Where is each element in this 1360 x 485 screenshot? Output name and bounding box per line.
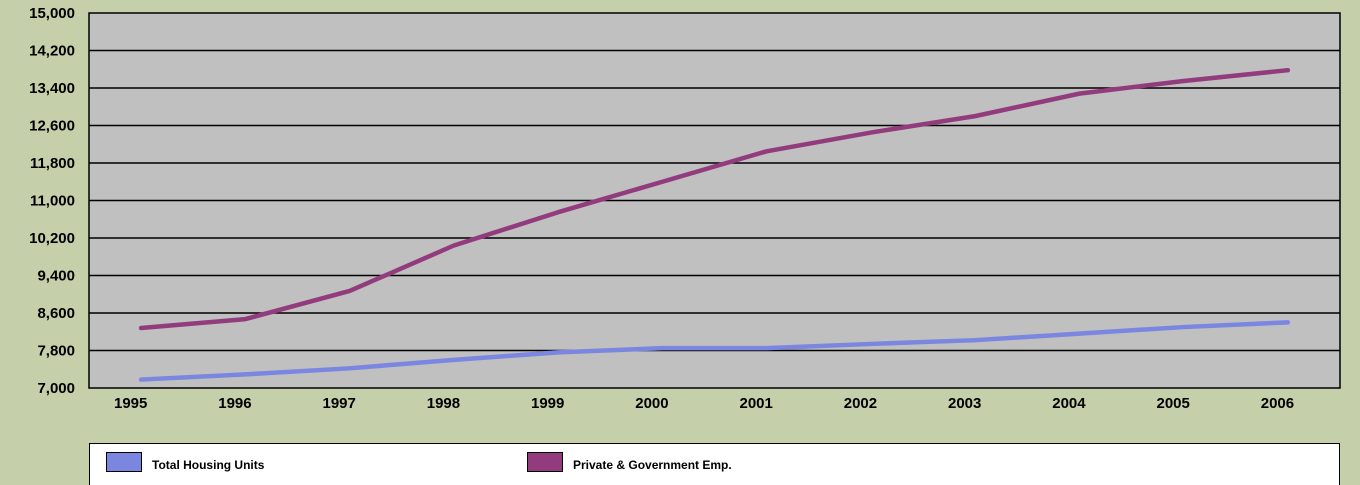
x-tick-label: 1998 xyxy=(427,395,460,412)
x-tick-label: 2002 xyxy=(844,395,877,412)
y-tick-label: 15,000 xyxy=(29,5,75,22)
y-tick-label: 7,000 xyxy=(37,380,75,397)
series-lines xyxy=(138,67,1291,382)
x-tick-label: 2006 xyxy=(1261,395,1294,412)
x-tick-label: 2001 xyxy=(740,395,773,412)
y-axis-tick-labels: 7,000 7,800 8,600 9,400 10,200 11,000 11,800 12… xyxy=(29,5,75,397)
series-line-total-housing-units xyxy=(138,320,1291,382)
x-tick-label: 2004 xyxy=(1052,395,1086,412)
y-tick-label: 14,200 xyxy=(29,43,75,60)
x-tick-label: 1995 xyxy=(114,395,147,412)
x-tick-label: 2003 xyxy=(948,395,981,412)
y-tick-label: 11,000 xyxy=(30,193,75,210)
x-tick-label: 1996 xyxy=(218,395,251,412)
chart-legend: Total Housing Units Private & Government… xyxy=(89,443,1340,485)
y-tick-label: 9,400 xyxy=(37,268,75,285)
y-tick-label: 11,800 xyxy=(30,155,75,172)
x-tick-label: 1999 xyxy=(531,395,564,412)
gridlines xyxy=(89,49,1340,352)
x-axis-tick-labels: 1995 1996 1997 1998 1999 2000 2001 2002 2003 2004… xyxy=(114,395,1294,412)
y-tick-label: 8,600 xyxy=(37,305,75,322)
x-tick-label: 1997 xyxy=(323,395,356,412)
y-tick-label: 12,600 xyxy=(29,118,75,135)
y-tick-label: 7,800 xyxy=(37,343,75,360)
series-line-private-government-emp xyxy=(138,67,1291,331)
legend-label-private-government-emp: Private & Government Emp. xyxy=(573,458,732,472)
y-tick-label: 13,400 xyxy=(29,80,75,97)
legend-swatch-private-government-emp xyxy=(527,452,563,472)
x-tick-label: 2000 xyxy=(635,395,668,412)
legend-label-total-housing-units: Total Housing Units xyxy=(152,458,265,472)
x-tick-label: 2005 xyxy=(1157,395,1190,412)
y-tick-label: 10,200 xyxy=(29,230,75,247)
legend-swatch-total-housing-units xyxy=(106,452,142,472)
